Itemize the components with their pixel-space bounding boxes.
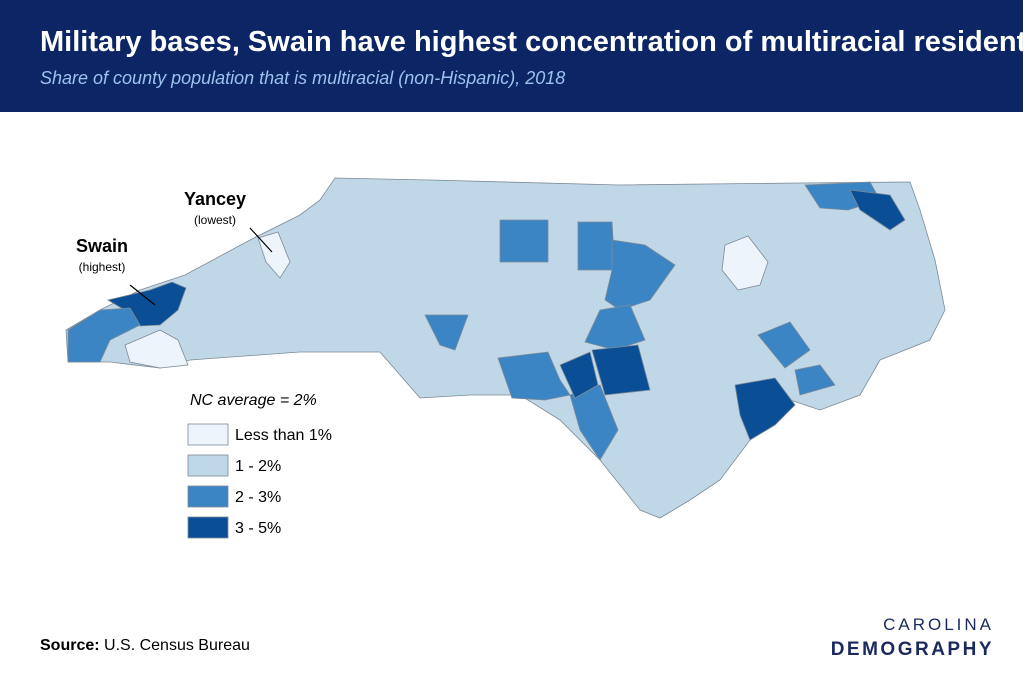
county — [591, 344, 651, 396]
county — [577, 221, 616, 271]
county — [257, 231, 291, 279]
annotation-note: (highest) — [79, 260, 126, 274]
legend-label: 1 - 2% — [235, 458, 281, 475]
annotation: Yancey — [184, 189, 246, 209]
source: Source: U.S. Census Bureau — [40, 637, 250, 654]
legend-label: 2 - 3% — [235, 489, 281, 506]
county — [584, 304, 646, 351]
county — [124, 329, 189, 369]
county — [849, 189, 906, 231]
source-label: Source: — [40, 637, 100, 654]
county — [757, 321, 811, 369]
county — [559, 351, 599, 399]
annotation-note: (lowest) — [194, 213, 236, 227]
legend-swatch — [187, 454, 229, 477]
callout-line — [129, 284, 156, 306]
county — [721, 235, 769, 291]
annotation: Swain — [76, 236, 128, 256]
legend-title: NC average = 2% — [190, 392, 317, 409]
header: Military bases, Swain have highest conce… — [0, 0, 1023, 112]
county — [794, 364, 836, 396]
title: Military bases, Swain have highest conce… — [40, 26, 1023, 58]
legend-swatch — [187, 485, 229, 508]
callout-line — [249, 227, 273, 253]
legend: Less than 1% 1 - 2% 2 - 3% 3 - 5% — [187, 423, 332, 539]
county — [734, 377, 796, 441]
legend-swatch — [187, 423, 229, 446]
logo-bottom: DEMOGRAPHY — [831, 639, 994, 660]
legend-label: Less than 1% — [235, 427, 332, 444]
logo-top: CAROLINA — [883, 615, 994, 634]
source-text: U.S. Census Bureau — [104, 637, 250, 654]
subtitle: Share of county population that is multi… — [40, 68, 566, 88]
county — [424, 314, 469, 351]
county — [499, 219, 549, 263]
county — [604, 239, 676, 311]
legend-swatch — [187, 516, 229, 539]
county — [67, 307, 141, 363]
legend-label: 3 - 5% — [235, 520, 281, 537]
